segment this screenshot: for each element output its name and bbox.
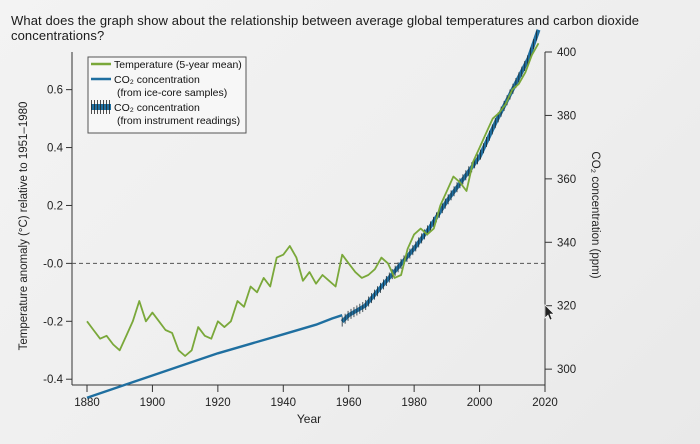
x-axis-title: Year bbox=[297, 412, 321, 426]
right-tick-label: 360 bbox=[557, 174, 576, 186]
legend-label-co2-instrument-sub: (from instrument readings) bbox=[117, 115, 240, 127]
series-line-co2-instrument bbox=[340, 29, 541, 324]
x-tick-label: 2020 bbox=[532, 397, 558, 409]
left-axis-title: Temperature anomaly (°C) relative to 195… bbox=[18, 102, 30, 351]
left-tick-label: -0.0 bbox=[43, 258, 63, 270]
legend: Temperature (5-year mean) CO₂ concentrat… bbox=[87, 56, 247, 134]
series-layer bbox=[86, 29, 541, 399]
legend-swatch-hatch bbox=[91, 100, 111, 114]
left-tick-label: 0.2 bbox=[47, 200, 63, 212]
series-line-co2-ice-core bbox=[86, 314, 343, 399]
x-tick-label: 1940 bbox=[270, 397, 296, 409]
right-tick-label: 300 bbox=[557, 364, 576, 376]
x-tick-label: 1900 bbox=[140, 397, 166, 409]
legend-box bbox=[87, 56, 247, 134]
legend-label-co2-ice-core: CO₂ concentration bbox=[114, 74, 200, 86]
legend-label-co2-instrument: CO₂ concentration bbox=[114, 102, 200, 114]
series-line-temperature bbox=[86, 42, 540, 357]
left-tick-label: 0.4 bbox=[47, 143, 64, 155]
x-tick-label: 1960 bbox=[336, 397, 362, 409]
right-tick-label: 380 bbox=[557, 110, 576, 122]
left-tick-label: 0.6 bbox=[47, 85, 63, 97]
co2-instrument-hatch-marks bbox=[341, 30, 537, 327]
right-axis-title: CO₂ concentration (ppm) bbox=[589, 151, 601, 278]
right-tick-label: 340 bbox=[557, 237, 576, 249]
right-ticks: 400 380 360 340 320 300 bbox=[545, 47, 576, 376]
x-tick-label: 1980 bbox=[401, 397, 427, 409]
question-text: What does the graph show about the relat… bbox=[11, 13, 640, 43]
x-tick-label: 1880 bbox=[74, 397, 100, 409]
right-tick-label: 400 bbox=[557, 47, 576, 59]
left-tick-label: -0.2 bbox=[43, 316, 63, 328]
x-ticks: 1880 1900 1920 1940 1960 1980 2000 2020 bbox=[74, 385, 558, 409]
legend-label-temperature: Temperature (5-year mean) bbox=[114, 59, 242, 71]
x-tick-label: 1920 bbox=[205, 397, 231, 409]
mouse-cursor-icon bbox=[544, 304, 555, 321]
left-ticks: 0.6 0.4 0.2 -0.0 -0.2 -0.4 bbox=[43, 85, 72, 386]
left-tick-label: -0.4 bbox=[43, 374, 63, 386]
x-tick-label: 2000 bbox=[467, 397, 493, 409]
right-tick-label: 320 bbox=[557, 301, 576, 313]
legend-label-co2-ice-core-sub: (from ice-core samples) bbox=[117, 87, 227, 99]
